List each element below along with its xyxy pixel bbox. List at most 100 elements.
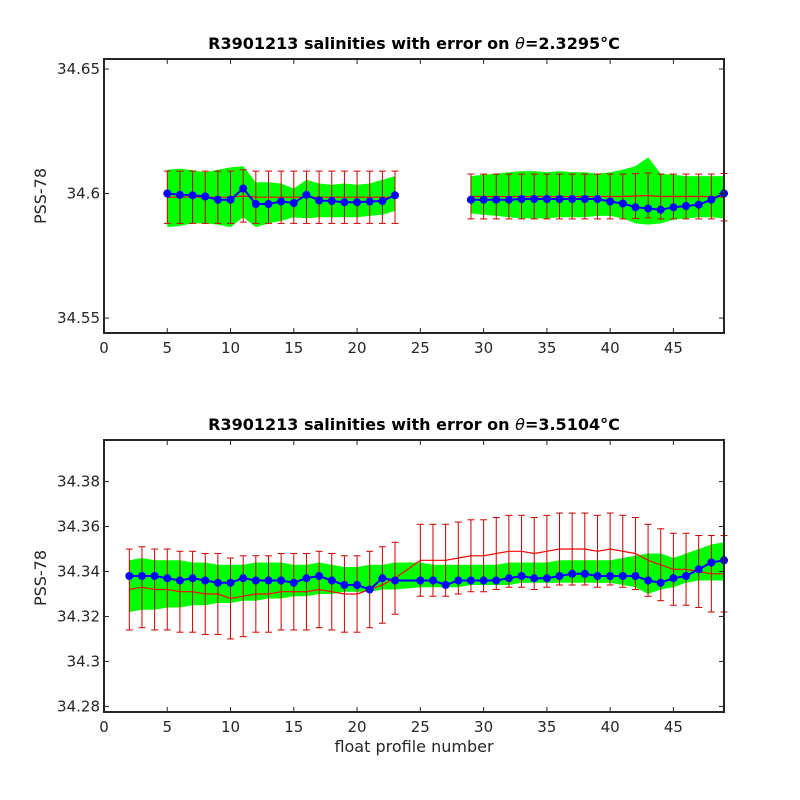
top-chart-error-bar: [252, 170, 260, 224]
bottom-chart-float-point: [188, 574, 197, 583]
bottom-chart-error-bar: [378, 546, 386, 624]
top-chart-float-point: [682, 202, 690, 210]
bottom-chart-error-bar: [340, 555, 348, 633]
bottom-chart-float-point: [302, 574, 311, 583]
bottom-chart-error-band-0: [129, 542, 725, 612]
top-chart-float-point: [568, 195, 577, 203]
bottom-chart-x-tick-label: 10: [221, 718, 240, 736]
bottom-chart-float-point: [517, 572, 526, 580]
top-chart-y-tick-label: 34.55: [57, 309, 100, 327]
bottom-chart-float-point: [353, 581, 362, 589]
top-chart-float-point: [264, 200, 273, 208]
bottom-chart-ylabel: PSS-78: [31, 550, 50, 606]
bottom-chart-float-point: [555, 572, 564, 580]
bottom-chart-float-point: [239, 574, 248, 583]
top-chart-error-bar: [277, 170, 285, 224]
top-chart-float-point: [327, 197, 336, 205]
top-chart-float-point: [315, 196, 324, 205]
bottom-chart-x-tick-label: 30: [474, 718, 493, 736]
top-chart-float-point: [644, 204, 653, 213]
bottom-chart-error-bar: [151, 548, 159, 631]
bottom-chart-float-point: [391, 576, 399, 585]
bottom-chart-float-point: [618, 572, 627, 580]
top-chart-error-bar: [619, 173, 627, 220]
bottom-chart-axes-box: [103, 439, 725, 713]
top-chart-float-point: [175, 190, 184, 199]
top-chart-x-tick-label: 10: [221, 339, 240, 357]
bottom-chart-error-bar: [315, 550, 323, 629]
bottom-chart-plot-area: 0 5 10 15 20 25 30 35 40 45 34.28 34.3 34.32 34.34 34.…: [57, 439, 728, 736]
top-chart-float-point: [504, 195, 513, 204]
bottom-chart-error-bar: [277, 553, 285, 631]
top-chart-error-bar: [264, 170, 272, 224]
top-chart-float-point: [226, 195, 235, 204]
top-chart-error-bar: [353, 170, 361, 224]
top-chart-plot-area: 0 5 10 15 20 25 30 35 40 45 34.55 34.6 34.65: [57, 58, 728, 357]
bottom-chart-y-tick-label: 34.3: [67, 652, 100, 670]
top-chart-y-tick-label: 34.6: [67, 185, 100, 203]
bottom-chart-float-point: [479, 576, 488, 585]
bottom-chart-float-point: [694, 565, 703, 574]
bottom-chart-float-point: [466, 576, 475, 585]
bottom-chart-x-tick-label: 0: [99, 718, 109, 736]
top-chart-title: R3901213 salinities with error on θ=2.32…: [208, 34, 620, 53]
top-chart-y-tick-label: 34.65: [57, 60, 100, 78]
bottom-chart-float-point: [277, 576, 286, 585]
bottom-chart-error-bar: [290, 553, 298, 631]
top-chart-float-point: [391, 191, 399, 200]
top-chart-axes-box: [103, 58, 725, 334]
top-chart: R3901213 salinities with error on θ=2.32…: [31, 34, 728, 357]
bottom-chart-float-point: [251, 576, 260, 585]
bottom-chart-float-point: [682, 572, 690, 580]
bottom-chart-float-point: [378, 574, 387, 583]
top-chart-float-point: [188, 191, 197, 200]
bottom-chart-float-point: [568, 569, 577, 578]
bottom-chart-float-point: [175, 576, 184, 585]
bottom-chart-error-bar: [125, 548, 133, 631]
bottom-chart-error-bar: [201, 553, 209, 635]
top-chart-float-point: [277, 197, 286, 206]
bottom-chart-x-tick-label: 20: [348, 718, 367, 736]
top-chart-float-point: [365, 197, 374, 206]
top-chart-x-tick-label: 45: [664, 339, 683, 357]
bottom-chart-error-bar: [189, 550, 197, 633]
bottom-chart-float-point: [454, 576, 463, 585]
bottom-chart-float-point: [125, 572, 134, 580]
bottom-chart-error-bar: [214, 553, 222, 635]
top-chart-float-point: [479, 195, 488, 204]
bottom-chart-float-point: [656, 578, 665, 587]
top-chart-float-point: [530, 195, 539, 203]
top-chart-float-point: [517, 195, 526, 203]
bottom-chart-y-tick-label: 34.38: [57, 473, 100, 491]
bottom-chart-float-point: [416, 576, 425, 585]
bottom-chart-y-tick-label: 34.28: [57, 697, 100, 715]
bottom-chart-float-point: [492, 576, 501, 585]
bottom-chart-float-point: [340, 581, 349, 589]
top-chart-float-point: [580, 195, 589, 203]
top-chart-float-point: [707, 195, 716, 204]
bottom-chart-float-point: [138, 572, 146, 580]
bottom-chart-float-point: [580, 569, 589, 578]
bottom-chart-y-tick-label: 34.36: [57, 518, 100, 536]
bottom-chart-float-point: [606, 572, 615, 580]
bottom-chart-error-bar: [682, 532, 690, 606]
bottom-chart-float-point: [201, 576, 210, 585]
top-chart-x-tick-label: 5: [162, 339, 172, 357]
bottom-chart-error-bar: [176, 550, 184, 633]
top-chart-float-point: [378, 197, 387, 205]
bottom-chart-error-bar: [264, 555, 272, 633]
top-chart-float-point: [302, 190, 311, 199]
top-chart-x-tick-label: 35: [537, 339, 556, 357]
bottom-chart-float-point: [504, 574, 513, 583]
top-chart-float-point: [213, 195, 222, 204]
top-chart-float-point: [656, 205, 665, 214]
top-chart-float-point: [251, 200, 260, 208]
bottom-chart-x-tick-label: 45: [664, 718, 683, 736]
top-chart-float-point: [466, 195, 475, 204]
bottom-chart-error-bar: [669, 532, 677, 606]
bottom-chart-float-point: [163, 574, 172, 583]
bottom-chart-title: R3901213 salinities with error on θ=3.51…: [208, 415, 620, 434]
bottom-chart-y-tick-label: 34.34: [57, 563, 100, 581]
top-chart-x-tick-label: 25: [411, 339, 430, 357]
bottom-chart-error-bar: [657, 528, 665, 602]
